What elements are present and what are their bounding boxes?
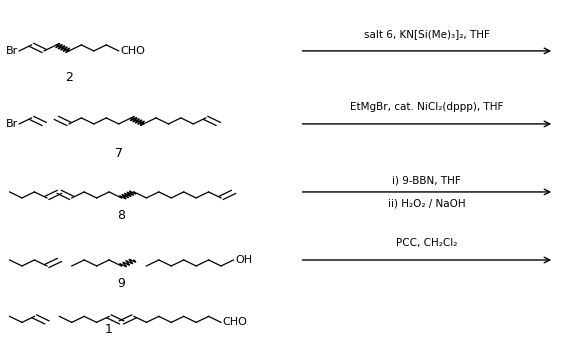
Text: 2: 2 — [65, 71, 73, 84]
Text: 8: 8 — [118, 209, 126, 222]
Text: CHO: CHO — [223, 317, 248, 327]
Text: CHO: CHO — [120, 46, 145, 56]
Text: EtMgBr, cat. NiCl₂(dppp), THF: EtMgBr, cat. NiCl₂(dppp), THF — [350, 102, 504, 112]
Text: 9: 9 — [118, 277, 126, 290]
Text: OH: OH — [236, 255, 253, 265]
Text: Br: Br — [6, 46, 19, 56]
Text: i) 9-BBN, THF: i) 9-BBN, THF — [392, 175, 461, 185]
Text: 1: 1 — [105, 323, 113, 336]
Text: ii) H₂O₂ / NaOH: ii) H₂O₂ / NaOH — [388, 199, 466, 208]
Text: PCC, CH₂Cl₂: PCC, CH₂Cl₂ — [396, 238, 457, 248]
Text: Br: Br — [6, 119, 19, 129]
Text: 7: 7 — [115, 147, 123, 160]
Text: salt 6, KN[Si(Me)₃]₂, THF: salt 6, KN[Si(Me)₃]₂, THF — [364, 29, 490, 39]
